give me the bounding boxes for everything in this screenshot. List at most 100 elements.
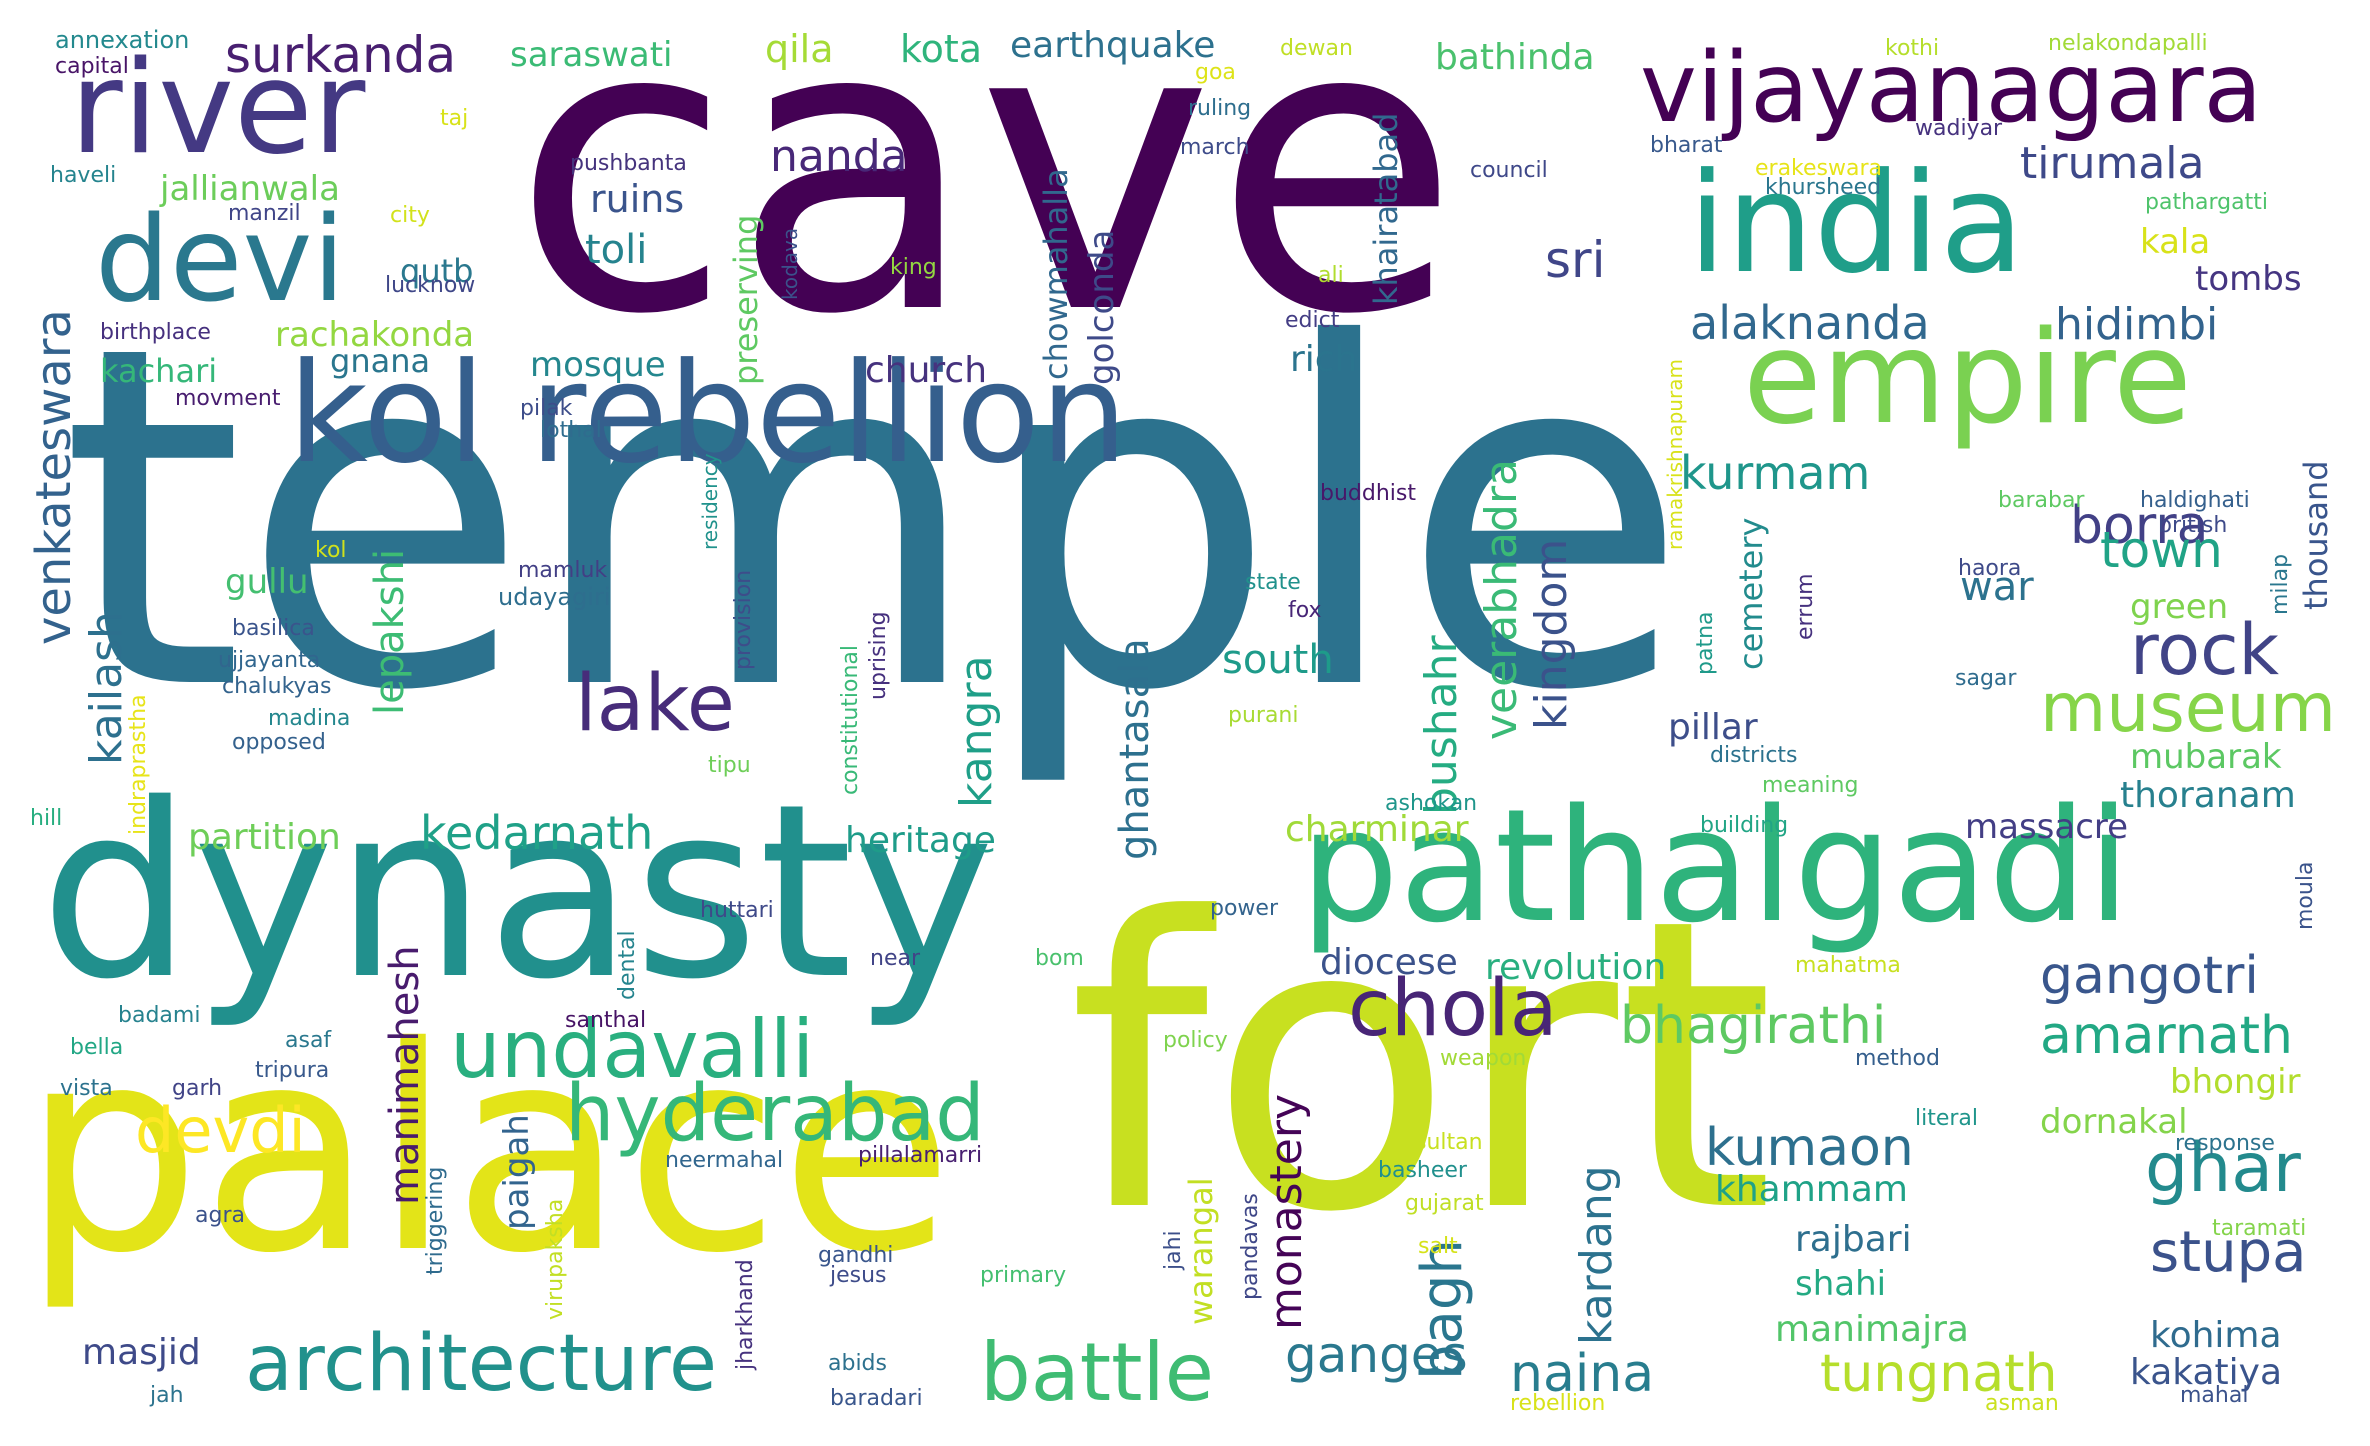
word: virupaksha bbox=[543, 1198, 568, 1320]
word: ramakrishnapuram bbox=[1663, 359, 1687, 550]
word: vista bbox=[60, 1076, 113, 1101]
word: pillalamarri bbox=[858, 1143, 983, 1168]
word: temple bbox=[60, 246, 1689, 793]
word: rebellion bbox=[1510, 1391, 1606, 1416]
word: church bbox=[865, 350, 988, 391]
word: indraprastha bbox=[126, 694, 151, 835]
word: cave bbox=[512, 0, 1460, 402]
word: saraswati bbox=[510, 35, 673, 75]
word: nelakondapalli bbox=[2048, 31, 2208, 56]
word: mahal bbox=[2180, 1383, 2249, 1408]
word: stupa bbox=[2150, 1220, 2307, 1285]
word: amarnath bbox=[2040, 1006, 2294, 1066]
word: kota bbox=[900, 27, 983, 71]
word: goa bbox=[1195, 60, 1236, 85]
word: opposed bbox=[232, 730, 326, 755]
word: kothi bbox=[1885, 36, 1940, 61]
word: revolution bbox=[1485, 947, 1667, 988]
word: bushahr bbox=[1416, 635, 1467, 815]
word: agra bbox=[195, 1203, 245, 1228]
word: pushbanta bbox=[570, 151, 687, 176]
word: barabar bbox=[1998, 488, 2085, 513]
word: gnana bbox=[330, 342, 431, 380]
word: buddhist bbox=[1320, 481, 1416, 506]
word: alaknanda bbox=[1690, 296, 1930, 350]
word: toli bbox=[585, 227, 648, 273]
word: kodava bbox=[778, 227, 802, 300]
word: surkanda bbox=[225, 26, 457, 84]
word: undavalli bbox=[450, 1003, 815, 1096]
word: council bbox=[1470, 158, 1548, 183]
word: building bbox=[1700, 813, 1789, 838]
word: basheer bbox=[1378, 1158, 1467, 1183]
word: kakatiya bbox=[2130, 1352, 2283, 1393]
word: tombs bbox=[2195, 259, 2302, 299]
word: basilica bbox=[232, 616, 315, 641]
word: lucknow bbox=[385, 273, 476, 298]
word: bagh bbox=[1410, 1239, 1475, 1380]
word: pandavas bbox=[1238, 1193, 1263, 1300]
word: wadiyar bbox=[1915, 116, 2003, 141]
word: haora bbox=[1958, 556, 2022, 581]
word: dental bbox=[615, 930, 640, 1000]
word: monastery bbox=[1261, 1093, 1312, 1330]
word: kol bbox=[315, 538, 347, 563]
word: borra bbox=[2070, 496, 2209, 556]
word: empire bbox=[1743, 304, 2192, 453]
word: rachakonda bbox=[275, 315, 475, 355]
word: city bbox=[390, 203, 430, 228]
word: jahi bbox=[1161, 1230, 1186, 1270]
word: kingdom bbox=[1526, 538, 1577, 730]
word: uprising bbox=[866, 611, 891, 700]
word: river bbox=[70, 34, 366, 183]
word: taj bbox=[440, 106, 469, 131]
word: devdi bbox=[135, 1094, 306, 1167]
word: golconda bbox=[1082, 229, 1122, 385]
word: khairatabad bbox=[1367, 112, 1405, 305]
word: annexation bbox=[55, 26, 190, 54]
word: veerabhadra bbox=[1476, 459, 1527, 740]
word: ruling bbox=[1188, 96, 1252, 121]
word: kachari bbox=[100, 352, 218, 390]
word: state bbox=[1245, 570, 1301, 595]
word: chola bbox=[1348, 964, 1558, 1054]
word: tirumala bbox=[2020, 138, 2205, 189]
word: ashokan bbox=[1385, 791, 1478, 816]
word: kurmam bbox=[1680, 446, 1871, 500]
word: charminar bbox=[1285, 809, 1469, 850]
word: bhagirathi bbox=[1620, 996, 1887, 1056]
word: kala bbox=[2140, 222, 2211, 262]
word: taramati bbox=[2212, 1216, 2307, 1241]
word: architecture bbox=[245, 1319, 717, 1409]
word: bathinda bbox=[1435, 37, 1595, 78]
word: patna bbox=[1693, 611, 1718, 676]
word: districts bbox=[1710, 743, 1798, 768]
word: jesus bbox=[830, 1263, 887, 1288]
word: india bbox=[1688, 143, 2025, 304]
word: ujjayanta bbox=[218, 648, 321, 673]
word: town bbox=[2100, 521, 2223, 579]
word: palace bbox=[22, 986, 954, 1315]
word: rajbari bbox=[1795, 1219, 1912, 1260]
word: salt bbox=[1418, 1234, 1458, 1259]
word: pathargatti bbox=[2145, 190, 2268, 215]
word: king bbox=[890, 255, 937, 280]
word: chowmahalla bbox=[1037, 168, 1075, 380]
word: museum bbox=[2040, 669, 2336, 748]
word: manzil bbox=[228, 201, 301, 226]
word: provision bbox=[731, 569, 756, 670]
word: edict bbox=[1285, 308, 1340, 333]
word: masjid bbox=[82, 1332, 201, 1373]
word: thoranam bbox=[2120, 775, 2296, 816]
word: fox bbox=[1288, 598, 1322, 623]
word: earthquake bbox=[1010, 25, 1216, 66]
word: ganges bbox=[1285, 1326, 1468, 1384]
word: asman bbox=[1985, 1391, 2059, 1416]
word: jharkhand bbox=[733, 1259, 758, 1370]
word: tungnath bbox=[1820, 1344, 2058, 1404]
word: qila bbox=[765, 27, 834, 71]
word: thousand bbox=[2297, 460, 2335, 610]
word: naina bbox=[1510, 1344, 1655, 1404]
word: mosque bbox=[530, 345, 666, 385]
word: preserving bbox=[727, 214, 765, 385]
